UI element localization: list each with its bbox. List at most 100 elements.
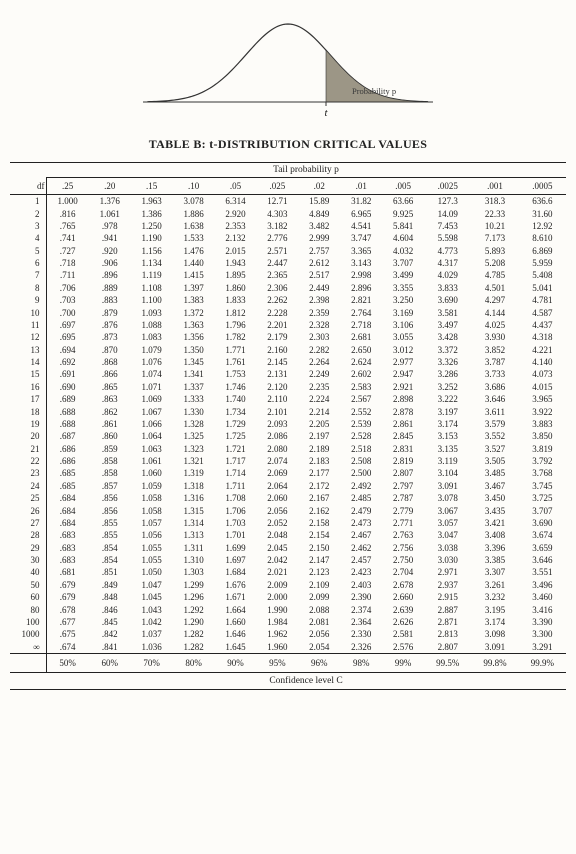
- value-cell: 1.316: [173, 492, 215, 504]
- value-cell: 4.849: [298, 207, 340, 219]
- value-cell: 1.047: [131, 579, 173, 591]
- value-cell: 1.860: [215, 282, 257, 294]
- value-cell: 3.416: [519, 603, 566, 615]
- value-cell: 2.861: [382, 418, 424, 430]
- tail-prob-col: .001: [471, 178, 518, 195]
- value-cell: 1.337: [173, 381, 215, 393]
- value-cell: 1.676: [215, 579, 257, 591]
- value-cell: 2.845: [382, 430, 424, 442]
- value-cell: 6.869: [519, 245, 566, 257]
- value-cell: 1.943: [215, 257, 257, 269]
- value-cell: 1.000: [46, 195, 89, 208]
- value-cell: 3.505: [471, 455, 518, 467]
- t-label: t: [325, 108, 328, 119]
- table-row: 21.686.8591.0631.3231.7212.0802.1892.518…: [10, 443, 566, 455]
- value-cell: 2.088: [298, 603, 340, 615]
- table-row: 5.727.9201.1561.4762.0152.5712.7573.3654…: [10, 245, 566, 257]
- table-row: 15.691.8661.0741.3411.7532.1312.2492.602…: [10, 368, 566, 380]
- value-cell: 4.781: [519, 294, 566, 306]
- value-cell: 2.462: [340, 542, 382, 554]
- value-cell: 2.154: [298, 529, 340, 541]
- value-cell: 2.650: [340, 344, 382, 356]
- value-cell: 2.473: [340, 517, 382, 529]
- value-cell: 1.321: [173, 455, 215, 467]
- value-cell: 1.721: [215, 443, 257, 455]
- value-cell: 3.038: [424, 542, 471, 554]
- value-cell: .697: [46, 319, 89, 331]
- value-cell: 3.852: [471, 344, 518, 356]
- tail-prob-col: .025: [256, 178, 298, 195]
- value-cell: 3.659: [519, 542, 566, 554]
- tail-prob-header: Tail probability p: [46, 163, 566, 178]
- value-cell: 2.571: [256, 245, 298, 257]
- df-cell: 25: [10, 492, 46, 504]
- value-cell: 1.886: [173, 207, 215, 219]
- value-cell: 2.015: [215, 245, 257, 257]
- value-cell: 4.501: [471, 282, 518, 294]
- value-cell: 2.060: [256, 492, 298, 504]
- value-cell: .842: [89, 628, 131, 640]
- value-cell: .861: [89, 418, 131, 430]
- value-cell: 8.610: [519, 232, 566, 244]
- value-cell: 2.813: [424, 628, 471, 640]
- value-cell: 3.396: [471, 542, 518, 554]
- df-cell: 2: [10, 207, 46, 219]
- value-cell: 3.055: [382, 331, 424, 343]
- value-cell: 1.093: [131, 306, 173, 318]
- value-cell: 2.056: [256, 504, 298, 516]
- value-cell: .859: [89, 443, 131, 455]
- value-cell: 2.150: [298, 542, 340, 554]
- value-cell: 3.067: [424, 504, 471, 516]
- value-cell: 1.328: [173, 418, 215, 430]
- df-cell: 100: [10, 616, 46, 628]
- value-cell: 2.306: [256, 282, 298, 294]
- value-cell: 2.757: [298, 245, 340, 257]
- table-title: TABLE B: t-DISTRIBUTION CRITICAL VALUES: [10, 137, 566, 152]
- value-cell: 3.930: [471, 331, 518, 343]
- value-cell: 3.686: [471, 381, 518, 393]
- value-cell: 2.235: [298, 381, 340, 393]
- value-cell: 31.60: [519, 207, 566, 219]
- value-cell: 1.325: [173, 430, 215, 442]
- value-cell: .865: [89, 381, 131, 393]
- value-cell: 2.390: [340, 591, 382, 603]
- value-cell: 2.921: [382, 381, 424, 393]
- value-cell: .686: [46, 443, 89, 455]
- value-cell: .863: [89, 393, 131, 405]
- value-cell: 2.447: [256, 257, 298, 269]
- value-cell: 5.959: [519, 257, 566, 269]
- value-cell: 2.359: [298, 306, 340, 318]
- value-cell: 2.365: [256, 269, 298, 281]
- value-cell: 4.604: [382, 232, 424, 244]
- value-cell: 1.069: [131, 393, 173, 405]
- value-cell: 2.539: [340, 418, 382, 430]
- value-cell: 1.671: [215, 591, 257, 603]
- value-cell: 1.984: [256, 616, 298, 628]
- conf-level-cell: 99.8%: [471, 653, 518, 672]
- value-cell: 3.707: [519, 504, 566, 516]
- value-cell: 3.787: [471, 356, 518, 368]
- value-cell: 2.262: [256, 294, 298, 306]
- value-cell: .684: [46, 517, 89, 529]
- df-cell: 5: [10, 245, 46, 257]
- value-cell: 3.551: [519, 566, 566, 578]
- value-cell: 1.313: [173, 529, 215, 541]
- value-cell: 2.045: [256, 542, 298, 554]
- value-cell: 3.745: [519, 480, 566, 492]
- tail-prob-col: .15: [131, 178, 173, 195]
- value-cell: 2.120: [256, 381, 298, 393]
- value-cell: 2.787: [382, 492, 424, 504]
- value-cell: 2.971: [424, 566, 471, 578]
- value-cell: .941: [89, 232, 131, 244]
- value-cell: 5.408: [519, 269, 566, 281]
- probability-label: Probability p: [352, 86, 396, 96]
- table-row: 27.684.8551.0571.3141.7032.0522.1582.473…: [10, 517, 566, 529]
- value-cell: 1.729: [215, 418, 257, 430]
- table-row: 80.678.8461.0431.2921.6641.9902.0882.374…: [10, 603, 566, 615]
- table-row: 17.689.8631.0691.3331.7402.1102.2242.567…: [10, 393, 566, 405]
- value-cell: 1.071: [131, 381, 173, 393]
- value-cell: .765: [46, 220, 89, 232]
- value-cell: 3.450: [471, 492, 518, 504]
- table-row: 10.700.8791.0931.3721.8122.2282.3592.764…: [10, 306, 566, 318]
- value-cell: .854: [89, 554, 131, 566]
